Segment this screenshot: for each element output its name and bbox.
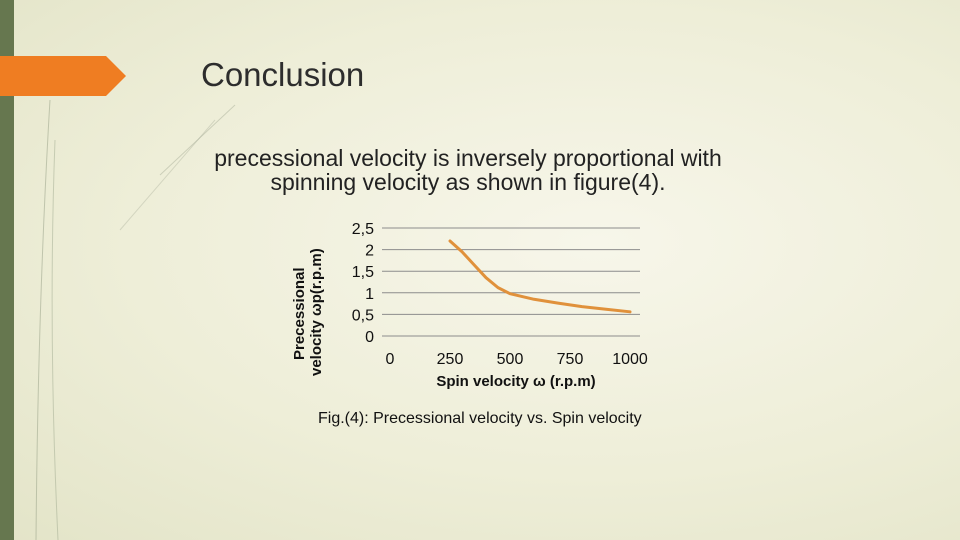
y-tick-label: 1 [365,286,374,303]
slide-body-text: precessional velocity is inversely propo… [168,146,768,194]
x-axis-label: Spin velocity ω (r.p.m) [436,373,595,390]
y-tick-label: 1,5 [352,264,374,281]
y-tick-label: 2 [365,243,374,260]
y-axis-label: Precessionalvelocity ωp(r.p.m) [291,248,325,376]
x-tick-label: 250 [437,351,464,368]
y-tick-label: 2,5 [352,221,374,238]
body-text-line-2: spinning velocity as shown in figure(4). [270,169,666,195]
line-chart: 0 0,5 1 1,5 2 2,5 0 250 500 750 1000 Spin velocity … [291,221,648,390]
accent-arrow-tab [0,56,126,96]
slide-title: Conclusion [201,56,365,93]
x-tick-label: 0 [386,351,395,368]
x-tick-label: 750 [557,351,584,368]
y-tick-label: 0 [365,329,374,346]
series-line [448,239,632,314]
figure-caption: Fig.(4): Precessional velocity vs. Spin … [318,410,642,427]
left-accent-bar [0,0,14,540]
body-text-line-1: precessional velocity is inversely propo… [214,145,722,171]
x-tick-label: 500 [497,351,524,368]
y-tick-label: 0,5 [352,307,374,324]
x-tick-label: 1000 [612,351,648,368]
